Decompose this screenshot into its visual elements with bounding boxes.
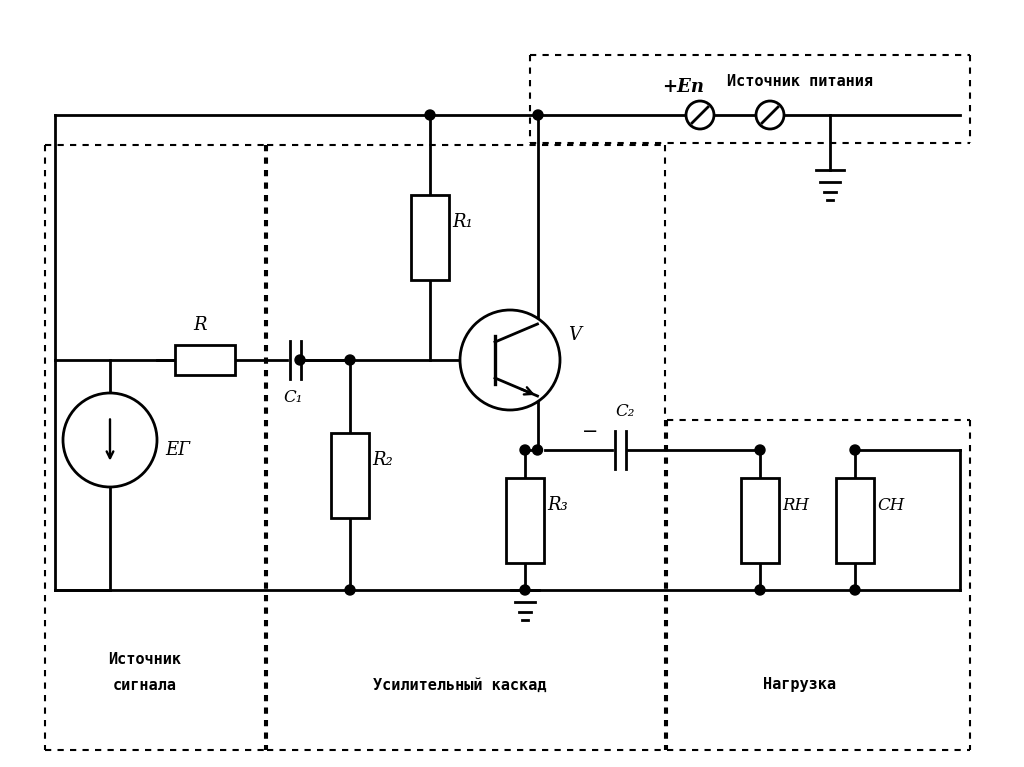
Text: R₁: R₁: [452, 213, 473, 231]
Text: CΗ: CΗ: [877, 496, 904, 513]
Circle shape: [425, 110, 435, 120]
Text: Источник питания: Источник питания: [727, 74, 873, 90]
Circle shape: [755, 585, 765, 595]
Circle shape: [850, 585, 860, 595]
Circle shape: [520, 585, 530, 595]
Text: EГ: EГ: [165, 441, 190, 459]
Text: Усилительный каскад: Усилительный каскад: [374, 677, 547, 693]
Circle shape: [850, 445, 860, 455]
Text: сигнала: сигнала: [113, 677, 177, 693]
Text: R₂: R₂: [372, 451, 393, 469]
Text: V: V: [568, 326, 581, 344]
Circle shape: [532, 445, 543, 455]
Circle shape: [520, 445, 530, 455]
Bar: [175, 345, 234, 375]
Circle shape: [756, 101, 784, 129]
Bar: [331, 433, 369, 518]
Bar: [411, 195, 449, 279]
Circle shape: [755, 445, 765, 455]
Bar: [836, 478, 874, 562]
Circle shape: [63, 393, 157, 487]
Circle shape: [460, 310, 560, 410]
Text: R: R: [194, 316, 207, 334]
Circle shape: [686, 101, 714, 129]
Text: +Eп: +Eп: [662, 78, 705, 96]
Circle shape: [345, 355, 355, 365]
Text: −: −: [582, 423, 598, 442]
Bar: [741, 478, 779, 562]
Text: Нагрузка: Нагрузка: [764, 677, 837, 693]
Text: C₂: C₂: [615, 403, 635, 420]
Circle shape: [295, 355, 305, 365]
Circle shape: [345, 585, 355, 595]
Text: R₃: R₃: [547, 496, 567, 514]
Circle shape: [534, 110, 543, 120]
Bar: [506, 478, 544, 562]
Text: C₁: C₁: [283, 390, 302, 407]
Text: RΗ: RΗ: [782, 496, 809, 513]
Text: Источник: Источник: [109, 653, 181, 667]
